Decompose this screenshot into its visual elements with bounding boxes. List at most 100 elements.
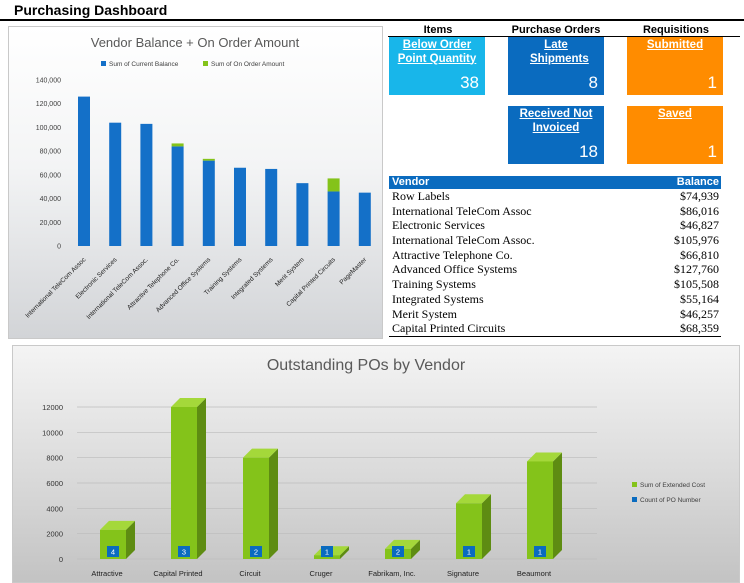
vendor-cell: Merit System [392, 306, 457, 321]
po-bar-group: 1 [314, 546, 349, 559]
balance-cell: $68,359 [680, 321, 719, 336]
on-order-bar [327, 178, 340, 192]
items-header: Items [423, 24, 453, 36]
vendor-cell: International TeleCom Assoc. [392, 233, 535, 248]
po-count-badge [534, 546, 546, 557]
y-tick-label: 10000 [42, 428, 63, 437]
extended-cost-bar [314, 555, 340, 559]
late-shipments-link[interactable]: Late Shipments [530, 39, 589, 65]
bar-side [340, 546, 349, 559]
po-count-label: 1 [538, 548, 542, 557]
vendor-balance-chart-svg: Vendor Balance + On Order Amount Sum of C… [24, 35, 371, 321]
balance-cell: $127,760 [674, 262, 719, 277]
balance-bar [234, 167, 246, 246]
balance-bar [140, 123, 153, 246]
balance-bar [78, 96, 90, 246]
x-tick-label: Circuit [239, 569, 261, 578]
below-order-point-link[interactable]: Below Order Point Quantity [397, 39, 477, 65]
bar-side [411, 539, 420, 559]
requisitions-header: Requisitions [642, 24, 709, 36]
y-tick-label: 0 [59, 555, 63, 564]
table-row[interactable]: Advanced Office Systems $127,760 [389, 262, 721, 277]
vendor-cell: Capital Printed Circuits [392, 321, 506, 336]
received-not-invoiced-value: 18 [579, 142, 598, 161]
y-tick-label: 100,000 [36, 125, 61, 132]
po-count-badge [107, 546, 119, 557]
po-bar-group: 1 [456, 494, 491, 559]
table-row[interactable]: Integrated Systems $55,164 [389, 292, 721, 307]
extended-cost-bar [243, 457, 269, 559]
balance-bar [265, 168, 278, 246]
y-tick-label: 40,000 [40, 196, 62, 203]
po-count-badge [463, 546, 475, 557]
bar-side [197, 398, 206, 559]
table-row[interactable]: International TeleCom Assoc. $105,976 [389, 233, 721, 248]
title-divider [0, 19, 744, 21]
balance-bar [109, 122, 122, 246]
table-row[interactable]: Attractive Telephone Co. $66,810 [389, 248, 721, 263]
late-shipments-tile[interactable]: Late Shipments 8 [508, 37, 604, 95]
x-tick-label: Signature [447, 569, 479, 578]
po-count-label: 1 [467, 548, 471, 557]
on-order-bar [202, 158, 215, 161]
below-order-point-value: 38 [460, 73, 479, 92]
kpi-divider [388, 36, 740, 37]
po-bar-group: 3 [171, 398, 206, 559]
y-tick-label: 140,000 [36, 78, 61, 85]
purchase-orders-header: Purchase Orders [511, 24, 601, 36]
po-count-label: 4 [111, 548, 115, 557]
table-row[interactable]: Electronic Services $46,827 [389, 218, 721, 233]
bar-side [126, 520, 135, 559]
below-order-point-tile[interactable]: Below Order Point Quantity 38 [389, 37, 485, 95]
balance-cell: $46,827 [680, 218, 719, 233]
y-tick-label: 0 [57, 244, 61, 251]
submitted-value: 1 [707, 73, 717, 92]
vendor-cell: Advanced Office Systems [392, 262, 518, 277]
vendor-column-header[interactable]: Vendor [392, 176, 430, 188]
legend-swatch [632, 497, 637, 502]
y-tick-label: 2000 [46, 530, 63, 539]
vendor-balance-chart[interactable]: Vendor Balance + On Order Amount Sum of C… [8, 26, 383, 339]
saved-tile[interactable]: Saved 1 [627, 106, 723, 164]
x-tick-label: Merit System [274, 256, 306, 288]
balance-bar [171, 146, 184, 246]
table-row[interactable]: Row Labels $74,939 [389, 189, 721, 204]
bar-top [171, 398, 206, 407]
vendor-cell: Attractive Telephone Co. [392, 247, 513, 262]
balance-cell: $66,810 [680, 247, 719, 262]
bar-top [456, 494, 491, 504]
table-row[interactable]: Merit System $46,257 [389, 307, 721, 322]
legend-label: Sum of On Order Amount [211, 61, 285, 68]
po-count-badge [178, 546, 190, 557]
received-not-invoiced-link[interactable]: Received Not Invoiced [519, 108, 593, 134]
late-shipments-value: 8 [588, 73, 598, 92]
x-tick-label: Attractive [91, 569, 122, 578]
chart-title: Outstanding POs by Vendor [267, 357, 466, 374]
po-count-badge [250, 546, 262, 557]
balance-cell: $74,939 [680, 189, 719, 203]
y-tick-label: 4000 [46, 504, 63, 513]
vendor-balance-table: Vendor Balance Row Labels $74,939 Interna… [389, 176, 721, 337]
outstanding-pos-chart[interactable]: Outstanding POs by Vendor 12000 10000 8000 6… [12, 345, 740, 583]
chart-title: Vendor Balance + On Order Amount [91, 35, 300, 50]
y-tick-label: 60,000 [40, 172, 62, 179]
legend-label: Count of PO Number [640, 497, 702, 504]
submitted-link[interactable]: Submitted [646, 39, 704, 51]
po-count-label: 1 [325, 548, 329, 557]
balance-bar [202, 160, 215, 246]
submitted-tile[interactable]: Submitted 1 [627, 37, 723, 95]
bar-top [100, 520, 135, 530]
table-row[interactable]: Capital Printed Circuits $68,359 [389, 321, 721, 336]
bar-side [482, 494, 491, 559]
balance-cell: $105,976 [674, 233, 719, 248]
received-not-invoiced-tile[interactable]: Received Not Invoiced 18 [508, 106, 604, 164]
saved-link[interactable]: Saved [658, 108, 692, 120]
legend-swatch [101, 61, 106, 66]
table-row[interactable]: Training Systems $105,508 [389, 277, 721, 292]
x-tick-label: International TeleCom Assoc [24, 256, 88, 320]
legend-swatch [632, 482, 637, 487]
x-tick-label: Attractive Telephone Co. [126, 256, 181, 311]
y-tick-label: 6000 [46, 479, 63, 488]
table-row[interactable]: International TeleCom Assoc $86,016 [389, 204, 721, 219]
balance-column-header[interactable]: Balance [676, 176, 719, 188]
